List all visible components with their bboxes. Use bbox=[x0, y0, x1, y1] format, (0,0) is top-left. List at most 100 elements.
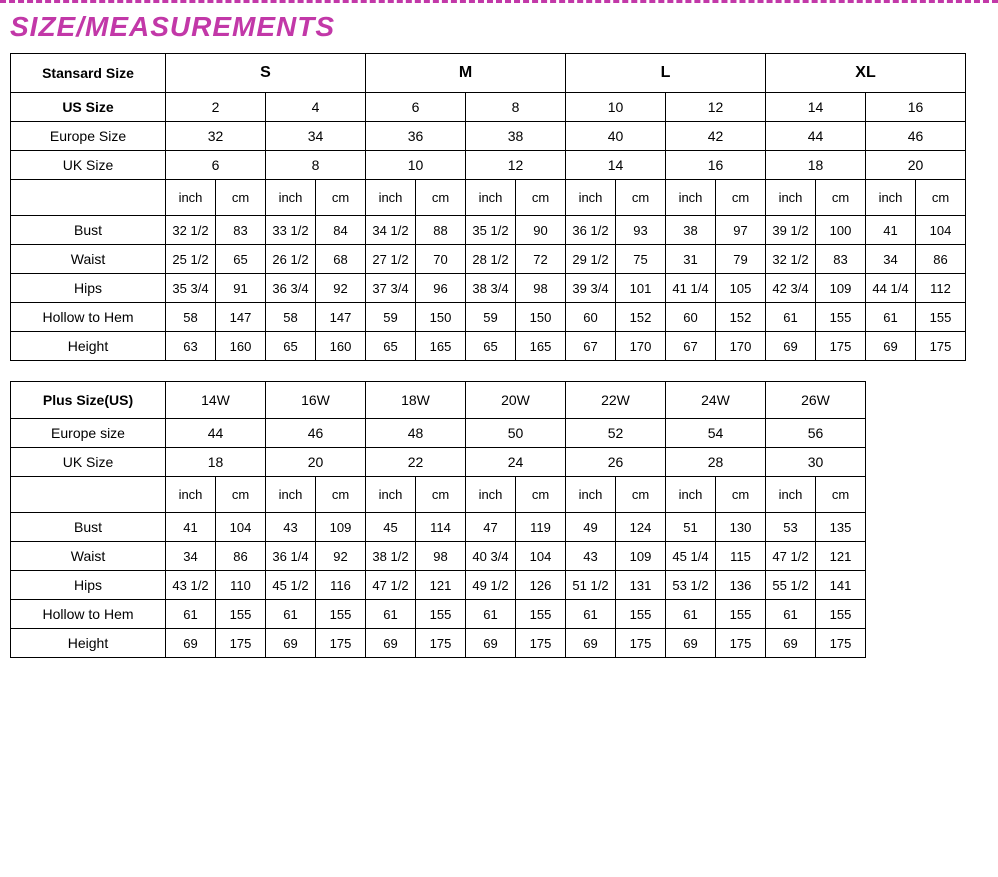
measurement-value: 69 bbox=[566, 629, 616, 658]
measurement-value: 68 bbox=[316, 245, 366, 274]
measurement-value: 61 bbox=[766, 600, 816, 629]
table-row: Europe size 44 46 48 50 52 54 56 bbox=[11, 419, 866, 448]
dashed-divider bbox=[0, 0, 998, 3]
measurement-value: 58 bbox=[166, 303, 216, 332]
unit-cm: cm bbox=[716, 180, 766, 216]
unit-inch: inch bbox=[766, 477, 816, 513]
measurement-value: 70 bbox=[416, 245, 466, 274]
eu-size: 54 bbox=[666, 419, 766, 448]
measurement-value: 109 bbox=[316, 513, 366, 542]
measurement-value: 165 bbox=[416, 332, 466, 361]
us-size-label: US Size bbox=[11, 93, 166, 122]
measurement-value: 86 bbox=[216, 542, 266, 571]
measurement-value: 69 bbox=[466, 629, 516, 658]
plus-size: 22W bbox=[566, 382, 666, 419]
measurement-value: 67 bbox=[666, 332, 716, 361]
measurement-value: 61 bbox=[566, 600, 616, 629]
measurement-value: 26 1/2 bbox=[266, 245, 316, 274]
us-size: 10 bbox=[566, 93, 666, 122]
unit-cm: cm bbox=[416, 477, 466, 513]
measurement-value: 147 bbox=[216, 303, 266, 332]
measurement-value: 155 bbox=[516, 600, 566, 629]
measurement-value: 75 bbox=[616, 245, 666, 274]
measurement-value: 61 bbox=[866, 303, 916, 332]
measurement-value: 121 bbox=[816, 542, 866, 571]
eu-size: 36 bbox=[366, 122, 466, 151]
unit-inch: inch bbox=[766, 180, 816, 216]
measurement-value: 34 1/2 bbox=[366, 216, 416, 245]
uk-size: 10 bbox=[366, 151, 466, 180]
measurement-value: 135 bbox=[816, 513, 866, 542]
measurement-value: 65 bbox=[266, 332, 316, 361]
unit-cm: cm bbox=[216, 180, 266, 216]
measurement-value: 61 bbox=[766, 303, 816, 332]
unit-cm: cm bbox=[316, 477, 366, 513]
measurement-value: 83 bbox=[216, 216, 266, 245]
uk-size: 30 bbox=[766, 448, 866, 477]
uk-size: 18 bbox=[166, 448, 266, 477]
eu-size: 44 bbox=[166, 419, 266, 448]
uk-size: 26 bbox=[566, 448, 666, 477]
unit-cm: cm bbox=[816, 477, 866, 513]
unit-cm: cm bbox=[616, 180, 666, 216]
measurement-value: 165 bbox=[516, 332, 566, 361]
empty-cell bbox=[11, 180, 166, 216]
page-title: SIZE/MEASUREMENTS bbox=[10, 11, 998, 43]
measurement-value: 34 bbox=[866, 245, 916, 274]
measurement-value: 175 bbox=[216, 629, 266, 658]
measurement-value: 67 bbox=[566, 332, 616, 361]
measurement-value: 43 1/2 bbox=[166, 571, 216, 600]
unit-inch: inch bbox=[566, 477, 616, 513]
measurement-value: 119 bbox=[516, 513, 566, 542]
unit-row: inch cm inch cm inch cm inch cm inch cm … bbox=[11, 477, 866, 513]
measurement-value: 104 bbox=[916, 216, 966, 245]
unit-row: inch cm inch cm inch cm inch cm inch cm … bbox=[11, 180, 966, 216]
measurement-value: 97 bbox=[716, 216, 766, 245]
measurement-value: 65 bbox=[466, 332, 516, 361]
measurement-label: Waist bbox=[11, 542, 166, 571]
measurement-value: 61 bbox=[366, 600, 416, 629]
unit-inch: inch bbox=[366, 477, 416, 513]
measurement-value: 86 bbox=[916, 245, 966, 274]
uk-size: 6 bbox=[166, 151, 266, 180]
table-row: US Size 2 4 6 8 10 12 14 16 bbox=[11, 93, 966, 122]
measurement-value: 92 bbox=[316, 542, 366, 571]
measurement-label: Waist bbox=[11, 245, 166, 274]
measurement-value: 49 bbox=[566, 513, 616, 542]
table-row: UK Size 6 8 10 12 14 16 18 20 bbox=[11, 151, 966, 180]
measurement-label: Height bbox=[11, 629, 166, 658]
unit-cm: cm bbox=[416, 180, 466, 216]
measurement-value: 61 bbox=[666, 600, 716, 629]
unit-cm: cm bbox=[216, 477, 266, 513]
eu-size: 50 bbox=[466, 419, 566, 448]
uk-size: 16 bbox=[666, 151, 766, 180]
unit-cm: cm bbox=[616, 477, 666, 513]
measurement-value: 36 1/4 bbox=[266, 542, 316, 571]
uk-size: 8 bbox=[266, 151, 366, 180]
measurement-value: 47 1/2 bbox=[766, 542, 816, 571]
uk-size: 20 bbox=[866, 151, 966, 180]
measurement-value: 147 bbox=[316, 303, 366, 332]
std-size-m: M bbox=[366, 54, 566, 93]
measurement-value: 38 bbox=[666, 216, 716, 245]
measurement-value: 60 bbox=[666, 303, 716, 332]
measurement-value: 27 1/2 bbox=[366, 245, 416, 274]
measurement-value: 69 bbox=[866, 332, 916, 361]
measurement-label: Bust bbox=[11, 216, 166, 245]
measurement-value: 45 1/2 bbox=[266, 571, 316, 600]
measurement-value: 155 bbox=[716, 600, 766, 629]
unit-inch: inch bbox=[466, 180, 516, 216]
plus-size: 14W bbox=[166, 382, 266, 419]
uk-size: 12 bbox=[466, 151, 566, 180]
unit-cm: cm bbox=[516, 477, 566, 513]
measurement-value: 175 bbox=[816, 332, 866, 361]
plus-size: 16W bbox=[266, 382, 366, 419]
measurement-value: 160 bbox=[316, 332, 366, 361]
unit-inch: inch bbox=[366, 180, 416, 216]
table-row: Plus Size(US) 14W 16W 18W 20W 22W 24W 26… bbox=[11, 382, 866, 419]
measurement-value: 72 bbox=[516, 245, 566, 274]
unit-inch: inch bbox=[466, 477, 516, 513]
measurement-value: 69 bbox=[166, 629, 216, 658]
table-row: Hips43 1/211045 1/211647 1/212149 1/2126… bbox=[11, 571, 866, 600]
measurement-value: 112 bbox=[916, 274, 966, 303]
